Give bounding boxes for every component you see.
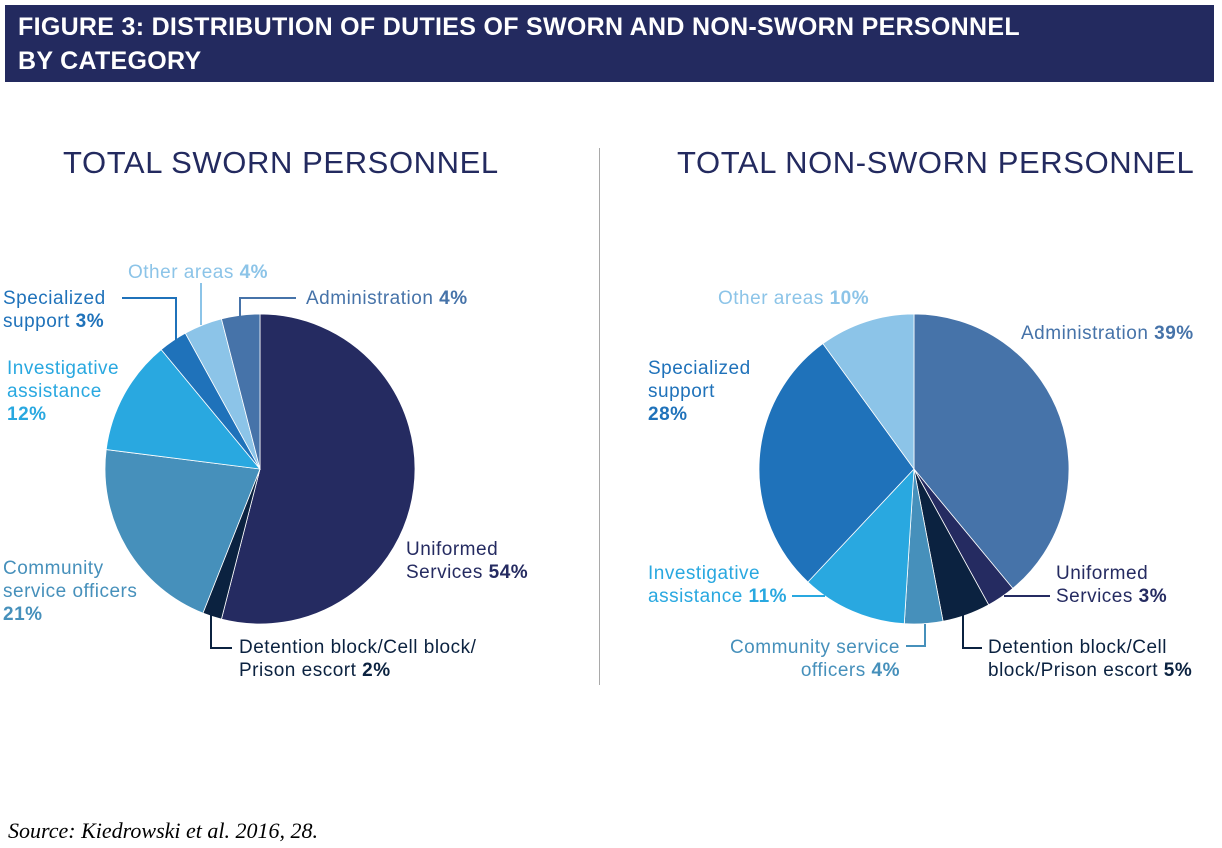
label-text: block/Prison escort [988,660,1159,681]
label-text: Detention block/Cell [988,637,1167,658]
sworn-label-investigative-assistance: Investigative assistance 12% [7,357,119,426]
label-percent: 28% [648,404,688,425]
label-text: support [3,311,70,332]
label-text: Specialized [3,288,106,309]
label-text: support [648,381,715,402]
sworn-label-community-service-officers: Community service officers 21% [3,557,137,626]
label-percent: 3% [69,311,105,332]
label-percent: 11% [742,586,788,607]
sworn-slice-community-service-officers [104,449,261,614]
label-text: Administration [1021,323,1149,344]
label-text: Community [3,558,104,579]
label-text: assistance [648,586,743,607]
label-percent: 39% [1148,323,1194,344]
non-sworn-label-other-areas: Other areas 10% [718,287,869,310]
sworn-slice-investigative-assistance [105,349,261,470]
non-sworn-leader-community-service-officers [906,624,926,647]
non-sworn-leader-detention-block-cell-block-prison-escort [962,614,982,649]
sworn-slice-uniformed-services [220,313,416,625]
label-text: Community service [729,637,900,658]
label-percent: 3% [1132,586,1168,607]
label-text: officers [800,660,866,681]
label-text: Detention block/Cell block/ [239,637,477,658]
non-sworn-slice-other-areas [822,313,915,471]
sworn-label-detention-block-cell-block-prison-escort: Detention block/Cell block/Prison escort… [239,636,476,682]
sworn-label-administration: Administration 4% [306,287,468,310]
sworn-leader-detention-block-cell-block-prison-escort [210,614,232,649]
label-percent: 10% [823,288,870,309]
non-sworn-slice-specialized-support [758,343,915,583]
sworn-label-uniformed-services: Uniformed Services 54% [406,538,528,584]
label-percent: 4% [233,262,269,283]
label-text: Specialized [648,358,751,379]
non-sworn-chart-title: TOTAL NON-SWORN PERSONNEL [677,145,1195,180]
label-text: Services [406,562,483,583]
non-sworn-label-administration: Administration 39% [1021,322,1194,345]
non-sworn-label-uniformed-services: Uniformed Services 3% [1056,562,1167,608]
label-text: Services [1056,586,1133,607]
label-text: Other areas [718,288,824,309]
label-text: Investigative [7,358,120,379]
figure-title-line-1: FIGURE 3: DISTRIBUTION OF DUTIES OF SWOR… [18,13,1020,41]
label-percent: 4% [433,288,468,309]
sworn-pie [104,313,416,625]
non-sworn-label-community-service-officers: Community service officers 4% [730,636,900,682]
label-text: assistance [7,381,102,402]
label-percent: 12% [7,404,47,425]
non-sworn-pie [758,313,1070,625]
non-sworn-label-detention-block-cell-block-prison-escort: Detention block/Cell block/Prison escort … [988,636,1192,682]
label-percent: 2% [356,660,391,681]
label-text: service officers [3,581,138,602]
figure-title-line-2: BY CATEGORY [18,47,202,75]
sworn-leader-specialized-support [122,297,177,340]
panel-divider [599,148,600,685]
label-text: Uniformed [1056,563,1149,584]
label-percent: 5% [1158,660,1193,681]
figure-title: FIGURE 3: DISTRIBUTION OF DUTIES OF SWOR… [18,10,1020,78]
label-text: Prison escort [239,660,357,681]
sworn-label-specialized-support: Specialized support 3% [3,287,106,333]
label-percent: 21% [3,604,43,625]
sworn-leader-administration [239,297,296,317]
label-percent: 54% [482,562,529,583]
non-sworn-slice-administration [913,313,1070,589]
label-text: Administration [306,288,434,309]
source-note: Source: Kiedrowski et al. 2016, 28. [8,818,318,843]
label-text: Investigative [648,563,761,584]
label-text: Other areas [128,262,234,283]
sworn-chart-title: TOTAL SWORN PERSONNEL [63,145,499,180]
label-percent: 4% [865,660,900,681]
figure-banner: FIGURE 3: DISTRIBUTION OF DUTIES OF SWOR… [5,5,1214,82]
label-text: Uniformed [406,539,499,560]
non-sworn-slice-investigative-assistance [807,467,915,625]
sworn-label-other-areas: Other areas 4% [128,261,268,284]
non-sworn-label-investigative-assistance: Investigative assistance 11% [648,562,787,608]
non-sworn-label-specialized-support: Specialized support 28% [648,357,751,426]
